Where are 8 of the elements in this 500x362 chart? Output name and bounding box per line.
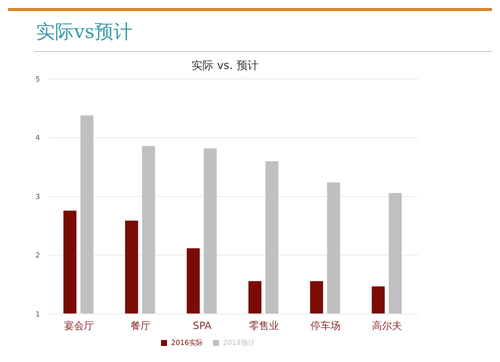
chart-subtitle: 实际 vs. 预计 [190, 58, 260, 73]
x-tick-label: 零售业 [248, 320, 279, 332]
x-tick-label: SPA [192, 321, 212, 332]
x-tick-label: 餐厅 [130, 320, 150, 332]
x-tick-label: 高尔夫 [372, 320, 402, 332]
x-tick-label: 停车场 [310, 320, 340, 332]
chart-title: 实际vs预计 [35, 20, 134, 45]
x-tick-label: 宴会厅 [64, 320, 94, 332]
